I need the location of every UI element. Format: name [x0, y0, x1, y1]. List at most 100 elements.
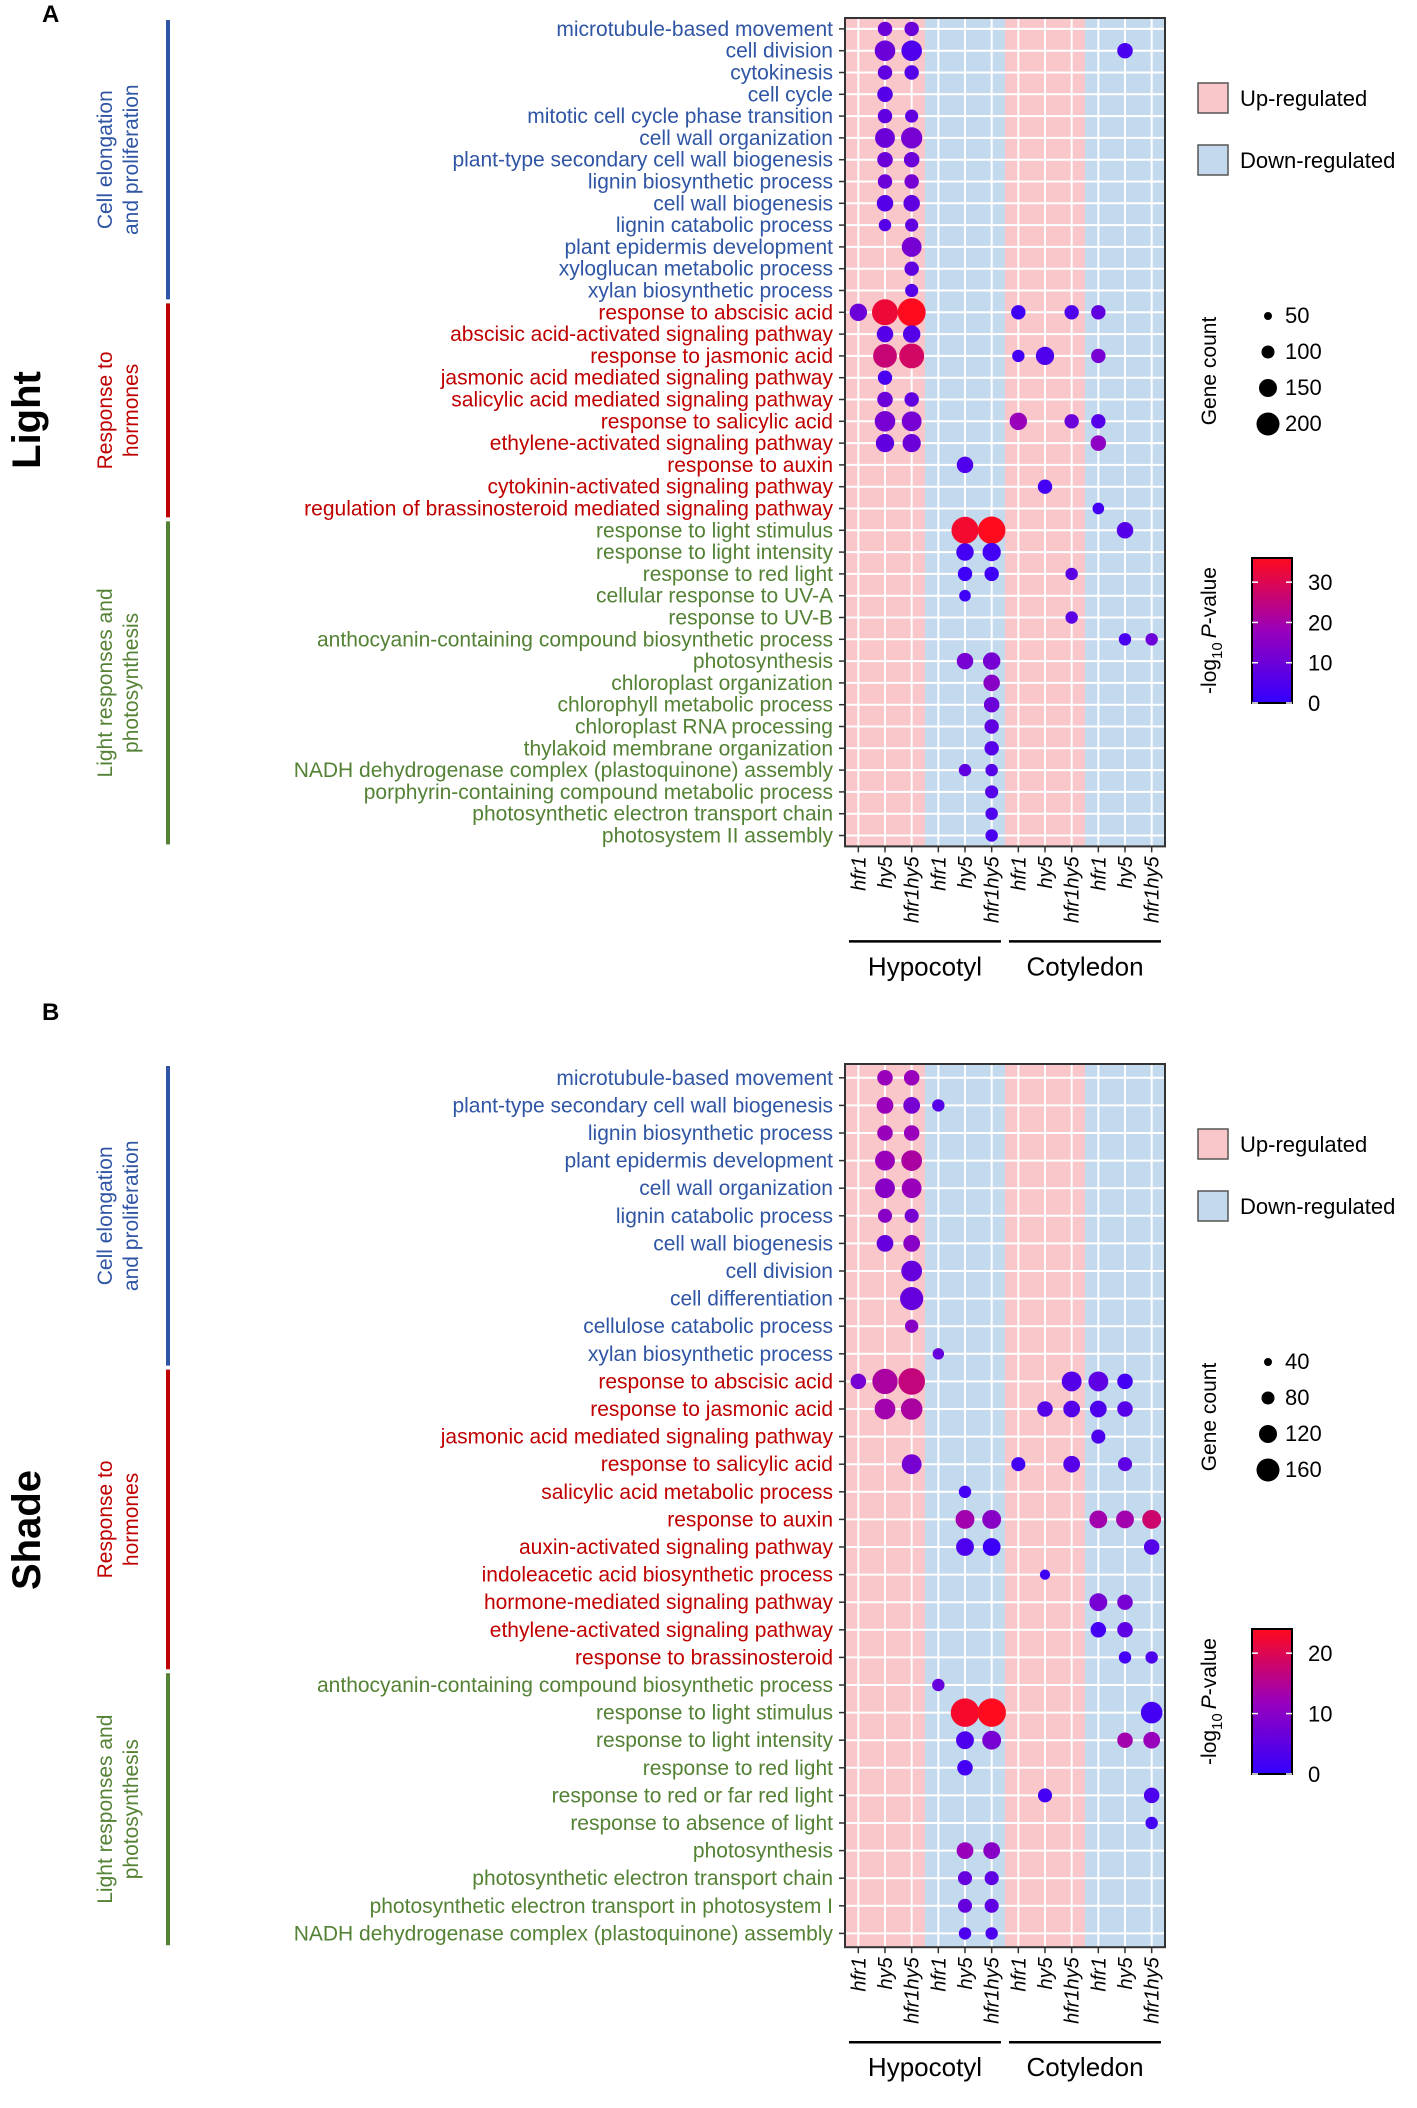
- color-bar-label: 10: [1308, 651, 1332, 676]
- term-label: anthocyanin-containing compound biosynth…: [317, 628, 833, 651]
- data-point: [1118, 1651, 1132, 1664]
- term-label: xylan biosynthetic process: [588, 1343, 833, 1366]
- term-label: ethylene-activated signaling pathway: [490, 432, 834, 455]
- data-point: [957, 1871, 973, 1886]
- x-tick-label: hfr1: [1008, 1957, 1030, 1991]
- data-point: [901, 411, 922, 432]
- data-point: [957, 1898, 973, 1913]
- data-point: [877, 1208, 893, 1223]
- term-label: NADH dehydrogenase complex (plastoquinon…: [294, 1922, 834, 1945]
- data-point: [901, 1150, 923, 1171]
- term-label: anthocyanin-containing compound biosynth…: [317, 1674, 833, 1697]
- color-bar: [1251, 557, 1293, 704]
- category-label: and proliferation: [120, 1140, 143, 1291]
- data-point: [932, 1099, 945, 1112]
- data-point: [957, 1760, 973, 1776]
- down-regulated-label: Down-regulated: [1240, 148, 1395, 173]
- data-point: [877, 1125, 893, 1141]
- data-point: [873, 344, 897, 368]
- term-label: response to red light: [643, 1757, 833, 1780]
- term-label: cellulose catabolic process: [583, 1315, 833, 1338]
- x-tick-label: hfr1hy5: [982, 1956, 1004, 2024]
- term-label: lignin biosynthetic process: [588, 1122, 833, 1145]
- data-point: [876, 1097, 894, 1114]
- data-point: [1065, 567, 1078, 581]
- term-label: plant epidermis development: [565, 236, 834, 259]
- x-tick-label: hy5: [955, 1956, 977, 1989]
- plot-background: [845, 1064, 1165, 1948]
- data-point: [877, 1070, 893, 1086]
- data-point: [956, 1731, 974, 1750]
- x-tick-label: hfr1: [1088, 856, 1110, 890]
- data-point: [1088, 1371, 1109, 1392]
- color-bar-label: 0: [1308, 1762, 1320, 1787]
- data-point: [1091, 1429, 1106, 1444]
- data-point: [877, 65, 893, 80]
- data-point: [876, 325, 894, 343]
- term-label: lignin catabolic process: [616, 1205, 833, 1228]
- color-bar-label: 20: [1308, 1641, 1332, 1666]
- data-point: [1090, 1622, 1107, 1638]
- color-legend-title-suffix: -value: [1198, 1638, 1221, 1695]
- data-point: [877, 108, 893, 124]
- data-point: [899, 343, 925, 369]
- color-bar: [1251, 1628, 1293, 1775]
- term-label: cell wall biogenesis: [653, 1232, 833, 1255]
- data-point: [1065, 611, 1078, 624]
- x-tick-label: hy5: [955, 856, 977, 889]
- x-tick-label: hfr1: [1008, 856, 1030, 890]
- plot-frame: [844, 17, 1166, 848]
- data-point: [903, 151, 920, 168]
- x-tick-label: hy5: [1115, 856, 1137, 889]
- data-point: [1012, 349, 1025, 363]
- term-label: chloroplast RNA processing: [575, 716, 833, 739]
- category-label: Response to: [94, 1460, 117, 1578]
- size-legend-dot: [1256, 1458, 1280, 1482]
- term-label: photosynthetic electron transport in pho…: [370, 1895, 833, 1918]
- data-point: [955, 1509, 975, 1529]
- data-point: [958, 1485, 972, 1499]
- term-label: photosynthesis: [693, 1840, 833, 1863]
- data-point: [950, 1698, 980, 1727]
- term-label: response to absence of light: [570, 1812, 833, 1835]
- size-legend-dot: [1259, 379, 1277, 397]
- data-point: [874, 411, 896, 432]
- data-point: [959, 589, 971, 602]
- color-legend-title-p: P: [1198, 1695, 1221, 1709]
- term-label: cell wall biogenesis: [653, 192, 833, 215]
- data-point: [1116, 1510, 1134, 1529]
- x-tick-label: hfr1hy5: [982, 856, 1004, 924]
- term-label: response to UV-B: [668, 607, 833, 630]
- term-label: auxin-activated signaling pathway: [519, 1536, 834, 1559]
- data-point: [904, 392, 919, 407]
- grid-lines: [845, 1064, 1165, 1948]
- data-point: [1064, 414, 1079, 429]
- data-point: [1091, 414, 1106, 429]
- x-tick-label: hfr1: [848, 1957, 870, 1991]
- data-point: [903, 195, 920, 212]
- size-legend-dot: [1264, 1358, 1272, 1366]
- data-point: [1140, 1701, 1163, 1724]
- category-label: Cell elongation: [94, 90, 117, 229]
- data-point: [982, 652, 1001, 670]
- data-point: [1089, 1510, 1108, 1529]
- color-legend-title: -log10 P-value: [1198, 567, 1226, 694]
- panel-letter: A: [42, 1, 59, 28]
- term-label: salicylic acid metabolic process: [541, 1481, 833, 1504]
- term-label: photosystem II assembly: [602, 825, 834, 848]
- data-point: [1143, 1731, 1161, 1749]
- data-point: [1063, 1400, 1081, 1418]
- data-point: [983, 674, 1000, 692]
- size-legend-dot: [1261, 1391, 1275, 1405]
- data-point: [1092, 502, 1105, 515]
- condition-label: Shade: [5, 1470, 49, 1590]
- x-tick-label: hfr1: [928, 1957, 950, 1991]
- data-point: [956, 456, 974, 474]
- term-label: microtubule-based movement: [556, 1067, 833, 1090]
- x-axis-labels: hfr1 hy5 hfr1hy5 hfr1 hy5 hfr1hy5 hfr1 hy5 hfr1h…: [848, 846, 1164, 981]
- color-legend-title-part: -log: [1198, 659, 1221, 694]
- x-tick-label: hfr1: [1088, 1957, 1110, 1991]
- term-label: lignin catabolic process: [616, 214, 833, 237]
